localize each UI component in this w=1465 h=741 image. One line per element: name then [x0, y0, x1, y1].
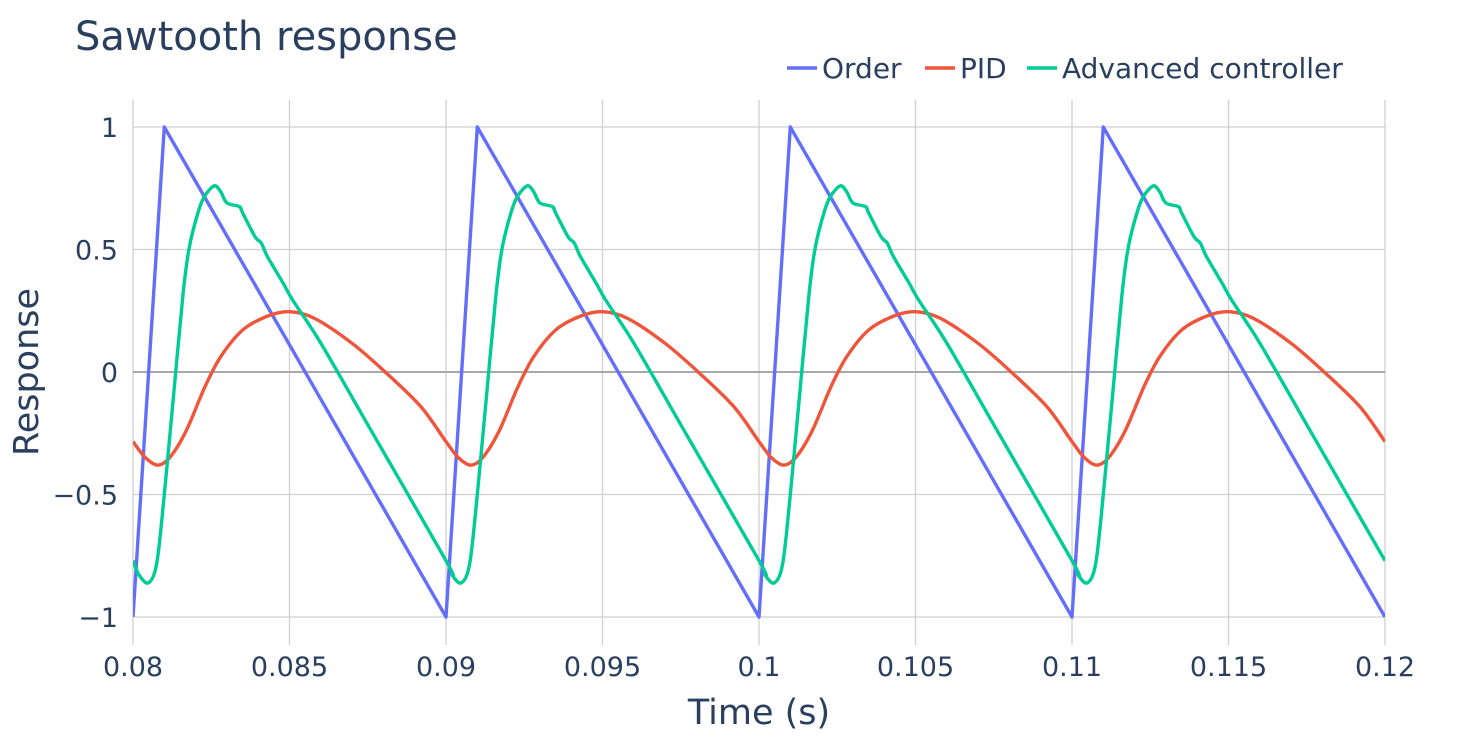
- x-tick-label: 0.09: [416, 652, 476, 683]
- legend-item-pid[interactable]: PID: [925, 52, 1007, 85]
- series-line-order: [133, 125, 1385, 619]
- tick-labels: 0.08 0.085 0.09 0.095 0.1 0.105 0.11 0.115 0.12 1…: [52, 113, 1415, 683]
- y-tick-label: 1: [101, 113, 118, 144]
- legend-item-order[interactable]: Order: [787, 52, 902, 85]
- x-tick-label: 0.11: [1042, 652, 1102, 683]
- legend-label: Order: [822, 52, 902, 85]
- y-tick-label: −1: [78, 603, 118, 634]
- series-lines: [133, 125, 1385, 619]
- legend-label: PID: [960, 52, 1007, 85]
- x-tick-label: 0.085: [251, 652, 328, 683]
- y-tick-label: 0: [101, 358, 118, 389]
- x-tick-label: 0.08: [103, 652, 163, 683]
- series-line-pid: [133, 309, 1385, 467]
- x-tick-label: 0.105: [877, 652, 954, 683]
- y-tick-label: −0.5: [52, 481, 118, 512]
- chart-title: Sawtooth response: [75, 14, 458, 60]
- y-axis-title: Response: [7, 288, 47, 456]
- x-tick-label: 0.095: [564, 652, 641, 683]
- series-line-advanced-controller: [133, 184, 1385, 585]
- y-tick-label: 0.5: [75, 236, 118, 267]
- legend-item-advanced-controller[interactable]: Advanced controller: [1027, 52, 1343, 85]
- x-tick-label: 0.115: [1190, 652, 1267, 683]
- legend-label: Advanced controller: [1062, 52, 1343, 85]
- x-axis-title: Time (s): [687, 693, 830, 733]
- x-tick-label: 0.12: [1355, 652, 1415, 683]
- legend[interactable]: Order PID Advanced controller: [787, 52, 1343, 85]
- x-tick-label: 0.1: [738, 652, 781, 683]
